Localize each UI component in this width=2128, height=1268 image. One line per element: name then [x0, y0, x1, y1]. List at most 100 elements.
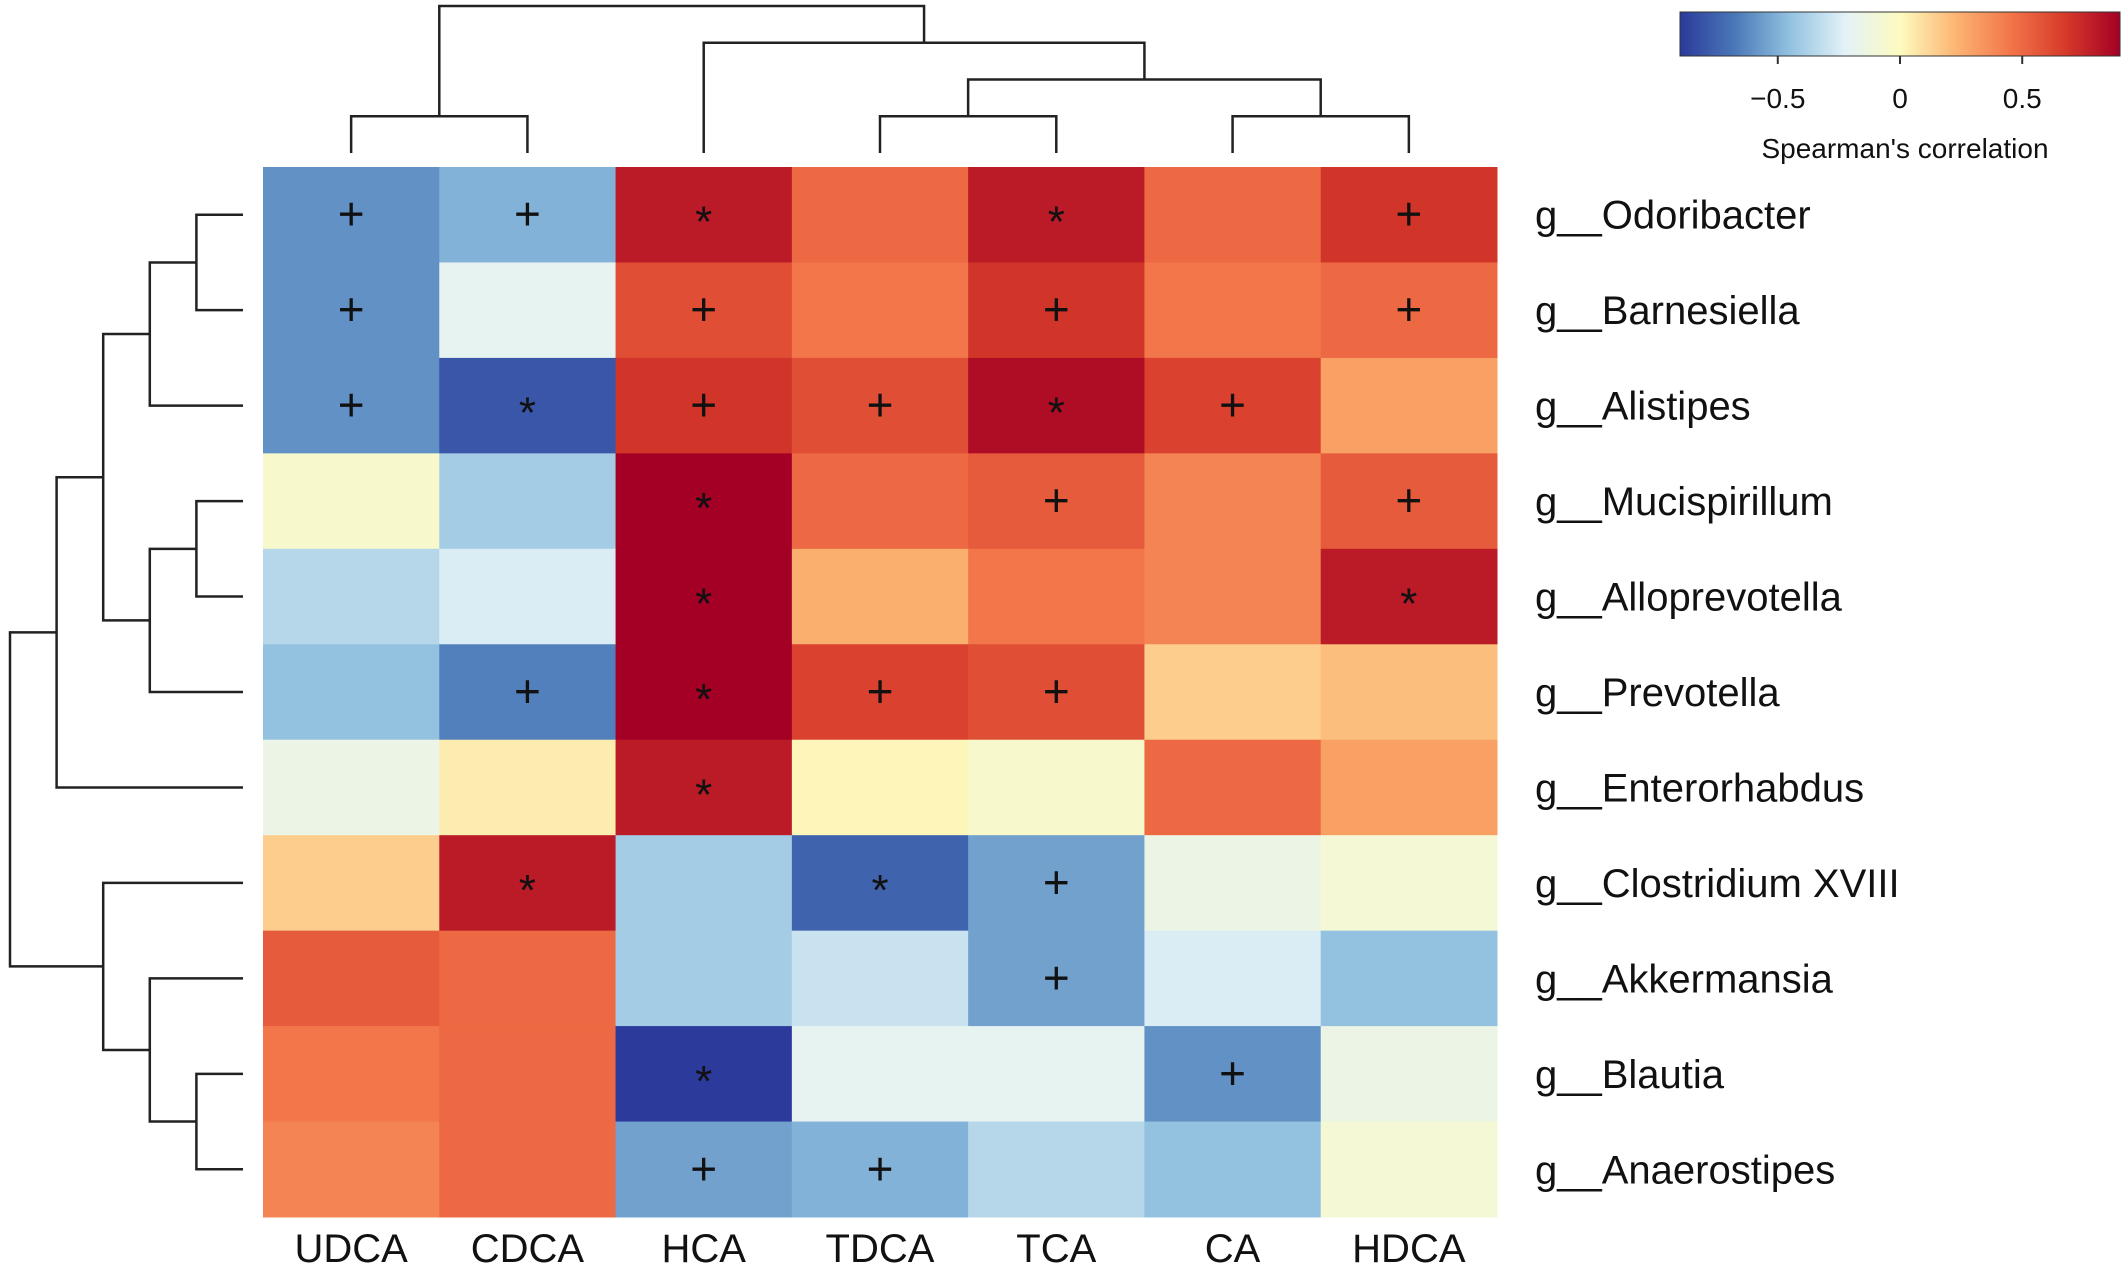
significance-star: * — [1400, 580, 1417, 629]
heatmap-cell — [1320, 167, 1498, 263]
row-label: g__Enterorhabdus — [1535, 766, 1864, 810]
row-label: g__Clostridium XVIII — [1535, 862, 1900, 906]
heatmap-cell — [615, 739, 793, 836]
heatmap-cell — [1144, 548, 1322, 645]
significance-plus: + — [1043, 951, 1070, 1003]
column-label: CA — [1205, 1227, 1261, 1268]
heatmap-cell — [968, 1026, 1145, 1123]
heatmap-cell — [263, 644, 440, 741]
significance-plus: + — [867, 1142, 894, 1194]
dendrogram-branch — [101, 881, 243, 1052]
heatmap-cell — [1144, 644, 1322, 741]
heatmap-cell — [791, 644, 969, 741]
row-label: g__Akkermansia — [1535, 957, 1834, 1001]
heatmap-cell — [1144, 1121, 1322, 1218]
heatmap-cell — [1320, 930, 1498, 1027]
significance-plus: + — [338, 379, 365, 431]
heatmap-cell — [968, 835, 1145, 932]
heatmap-cell — [968, 548, 1145, 645]
significance-plus: + — [1395, 283, 1422, 335]
heatmap-cell — [263, 262, 440, 359]
heatmap-cell — [968, 357, 1145, 454]
heatmap-cell — [439, 453, 617, 550]
heatmap-cells — [263, 167, 1498, 1218]
heatmap-cell — [791, 739, 969, 836]
heatmap-cell — [1320, 262, 1498, 359]
dendrogram-branch — [966, 78, 1322, 117]
column-label: HDCA — [1352, 1227, 1466, 1268]
dendrogram-branch — [8, 631, 104, 968]
row-label: g__Barnesiella — [1535, 289, 1800, 333]
heatmap-cell — [968, 167, 1145, 263]
heatmap-cell — [615, 835, 793, 932]
heatmap-cell — [1144, 453, 1322, 550]
significance-plus: + — [1043, 283, 1070, 335]
column-label: HCA — [661, 1227, 746, 1268]
row-dendrogram — [8, 213, 243, 1171]
heatmap-cell — [1320, 548, 1498, 645]
significance-star: * — [519, 866, 536, 915]
heatmap-cell — [439, 835, 617, 932]
heatmap-cell — [263, 739, 440, 836]
heatmap-cell — [263, 453, 440, 550]
significance-plus: + — [867, 379, 894, 431]
heatmap-cell — [1320, 644, 1498, 741]
heatmap-cell — [968, 644, 1145, 741]
significance-plus: + — [338, 188, 365, 240]
significance-plus: + — [690, 379, 717, 431]
dendrogram-branch — [438, 4, 926, 117]
legend-title: Spearman's correlation — [1761, 133, 2048, 164]
heatmap-cell — [1144, 930, 1322, 1027]
row-labels: g__Odoribacter g__Barnesiella g__Alistipes… — [1535, 194, 1900, 1193]
significance-plus: + — [690, 283, 717, 335]
significance-star: * — [695, 198, 712, 247]
heatmap-cell — [791, 167, 969, 263]
significance-star: * — [1048, 198, 1065, 247]
heatmap-cell — [615, 357, 793, 454]
heatmap-cell — [615, 1121, 793, 1218]
heatmap-cell — [263, 548, 440, 645]
heatmap-cell — [791, 262, 969, 359]
column-label: CDCA — [471, 1227, 585, 1268]
heatmap-cell — [439, 548, 617, 645]
heatmap-cell — [968, 930, 1145, 1027]
heatmap-cell — [263, 930, 440, 1027]
heatmap-cell — [439, 1121, 617, 1218]
heatmap-cell — [1144, 1026, 1322, 1123]
heatmap-cell — [968, 1121, 1145, 1218]
row-label: g__Anaerostipes — [1535, 1148, 1835, 1192]
row-label: g__Alistipes — [1535, 385, 1751, 429]
heatmap-cell — [791, 1026, 969, 1123]
heatmap-cell — [791, 1121, 969, 1218]
significance-plus: + — [1219, 379, 1246, 431]
significance-star: * — [695, 580, 712, 629]
heatmap-cell — [439, 930, 617, 1027]
color-legend-bar — [1679, 11, 2121, 57]
significance-marks: + + * * + + + + + + * + + * + * + + * * + * + + * * * + + * + + + — [338, 188, 1423, 1195]
heatmap-cell — [791, 930, 969, 1027]
dendrogram-branch — [195, 1072, 243, 1171]
heatmap-cell — [615, 262, 793, 359]
heatmap-cell — [1320, 835, 1498, 932]
color-legend: −0.5 0 0.5 Spearman's correlation — [1679, 11, 2121, 164]
heatmap-cell — [615, 930, 793, 1027]
heatmap-cell — [263, 1121, 440, 1218]
significance-plus: + — [1395, 474, 1422, 526]
column-dendrogram — [349, 4, 1411, 153]
dendrogram-branch — [702, 41, 1146, 153]
legend-tick-label: 0 — [1892, 83, 1908, 114]
significance-plus: + — [1219, 1047, 1246, 1099]
heatmap-cell — [1144, 739, 1322, 836]
significance-plus: + — [1043, 856, 1070, 908]
significance-star: * — [695, 1057, 712, 1106]
heatmap-cell — [439, 357, 617, 454]
row-label: g__Alloprevotella — [1535, 576, 1843, 620]
row-label: g__Mucispirillum — [1535, 480, 1833, 524]
column-label: UDCA — [294, 1227, 408, 1268]
heatmap-cell — [1320, 453, 1498, 550]
significance-plus: + — [867, 665, 894, 717]
heatmap-cell — [439, 167, 617, 263]
heatmap-cell — [439, 262, 617, 359]
heatmap-cell — [263, 167, 440, 263]
